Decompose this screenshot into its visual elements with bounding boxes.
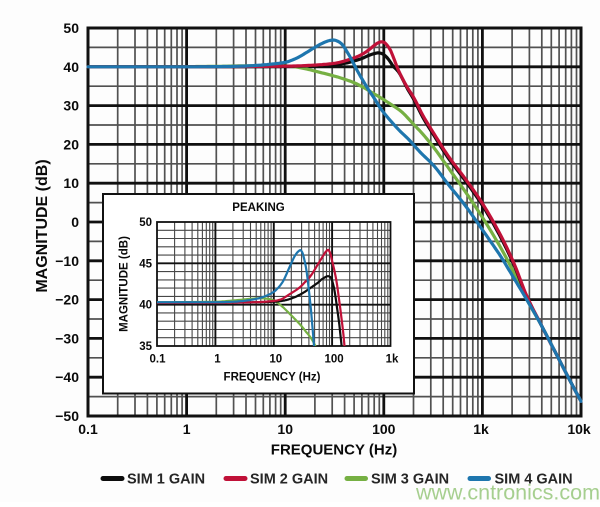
svg-text:SIM 3 GAIN: SIM 3 GAIN [371,472,449,488]
svg-text:0: 0 [71,214,79,230]
svg-text:35: 35 [139,341,152,353]
svg-text:SIM 4 GAIN: SIM 4 GAIN [495,472,573,488]
svg-text:50: 50 [63,20,79,36]
svg-text:45: 45 [139,258,152,270]
svg-text:MAGNITUDE (dB): MAGNITUDE (dB) [119,236,131,332]
svg-text:FREQUENCY (Hz): FREQUENCY (Hz) [271,442,397,459]
svg-text:−30: −30 [55,330,79,346]
svg-text:1: 1 [214,354,221,366]
svg-text:0.1: 0.1 [150,354,167,366]
svg-text:SIM 2 GAIN: SIM 2 GAIN [250,472,328,488]
svg-text:1: 1 [183,421,191,437]
svg-text:MAGNITUDE (dB): MAGNITUDE (dB) [34,159,51,292]
svg-text:10: 10 [277,421,293,437]
svg-text:40: 40 [63,59,79,75]
svg-text:−40: −40 [55,369,79,385]
svg-text:−50: −50 [55,408,79,424]
svg-text:0.1: 0.1 [78,421,98,437]
svg-text:FREQUENCY (Hz): FREQUENCY (Hz) [224,372,321,384]
svg-text:40: 40 [139,300,152,312]
svg-text:100: 100 [325,354,344,366]
svg-text:10: 10 [269,354,282,366]
svg-text:100: 100 [372,421,396,437]
svg-text:−10: −10 [55,253,79,269]
svg-text:50: 50 [139,217,152,229]
svg-text:10: 10 [63,175,79,191]
svg-text:−20: −20 [55,292,79,308]
svg-text:20: 20 [63,136,79,152]
svg-text:1k: 1k [386,354,399,366]
svg-text:30: 30 [63,98,79,114]
svg-text:10k: 10k [567,421,591,437]
svg-text:PEAKING: PEAKING [232,202,284,214]
svg-text:SIM 1 GAIN: SIM 1 GAIN [127,472,205,488]
svg-text:www.cntronics.com: www.cntronics.com [415,481,600,503]
svg-text:1k: 1k [473,421,489,437]
